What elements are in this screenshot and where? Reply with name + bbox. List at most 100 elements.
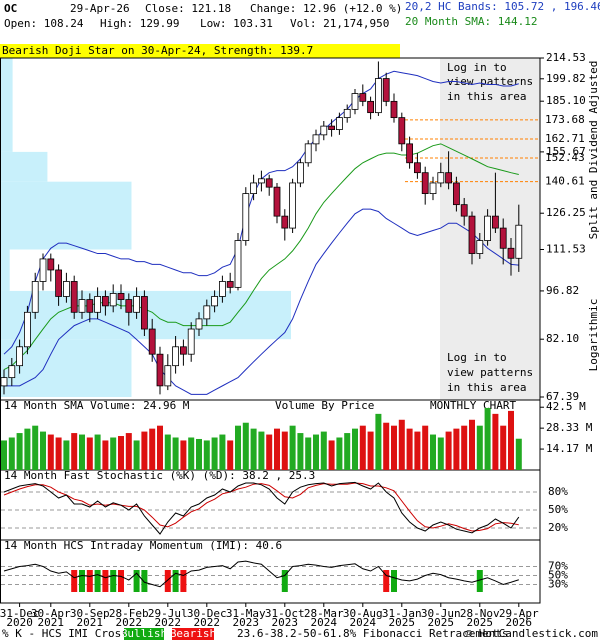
volume-bar bbox=[110, 437, 117, 470]
x-tick-label: 2020 bbox=[6, 616, 33, 629]
x-tick-label: 2022 bbox=[155, 616, 182, 629]
candle-body bbox=[328, 125, 336, 130]
copyright: © HotCandlestick.com bbox=[466, 627, 599, 640]
candle-body bbox=[281, 215, 289, 229]
change: Change: 12.96 (+12.0 %) bbox=[250, 2, 402, 15]
volume-bar bbox=[461, 425, 468, 470]
y-tick-label: 28.33 M bbox=[546, 421, 593, 434]
x-tick-label: 2023 bbox=[233, 616, 260, 629]
volume-bar bbox=[453, 428, 460, 470]
volume-bar bbox=[274, 428, 280, 470]
volume-bar bbox=[196, 438, 202, 470]
volume-bar bbox=[297, 433, 304, 470]
crossover-signal bbox=[172, 570, 179, 592]
x-tick-label: 2024 bbox=[311, 616, 338, 629]
volume-bar bbox=[414, 431, 421, 470]
candle-body bbox=[429, 182, 437, 194]
candle-body bbox=[78, 299, 86, 313]
y-tick-label: 111.53 bbox=[546, 243, 586, 256]
candle-body bbox=[257, 178, 265, 184]
volume-bar bbox=[47, 434, 54, 470]
candle-body bbox=[156, 353, 164, 387]
y-tick-label: 80% bbox=[548, 485, 568, 498]
candle-body bbox=[515, 224, 523, 259]
candle-body bbox=[359, 93, 367, 102]
volume-bar bbox=[266, 434, 273, 470]
volume-bar bbox=[133, 440, 140, 470]
fib-label: 152.43 bbox=[545, 151, 585, 164]
side-label: Logarithmic bbox=[587, 299, 600, 372]
fib-label: 23.6-38.2-50-61.8% Fibonacci Retracement… bbox=[237, 627, 509, 640]
y-tick-label: 96.82 bbox=[546, 284, 579, 297]
volume-bar bbox=[24, 428, 31, 470]
volume-bar bbox=[391, 425, 397, 470]
volume-bar bbox=[79, 434, 85, 470]
vbp-bar bbox=[1, 249, 10, 291]
crossover-signal bbox=[476, 570, 483, 592]
volume-bar bbox=[63, 440, 70, 470]
x-tick-label: 2021 bbox=[38, 616, 65, 629]
candle-body bbox=[211, 296, 219, 307]
volume-bar bbox=[188, 437, 195, 470]
candle-body bbox=[47, 258, 55, 271]
volume-bar bbox=[118, 436, 124, 470]
x-tick-label: 2026 bbox=[506, 616, 533, 629]
volume-bar bbox=[328, 440, 335, 470]
fib-label: 162.71 bbox=[545, 132, 585, 145]
vbp-bar bbox=[1, 151, 48, 182]
candle-body bbox=[242, 193, 250, 241]
candle-body bbox=[133, 296, 141, 313]
y-tick-label: 14.17 M bbox=[546, 442, 593, 455]
candle-body bbox=[234, 240, 242, 288]
y-tick-label: 82.10 bbox=[546, 332, 579, 345]
candle-body bbox=[382, 78, 390, 102]
candle-body bbox=[421, 172, 429, 194]
candle-body bbox=[398, 117, 406, 145]
x-tick-label: 2024 bbox=[350, 616, 377, 629]
candle-body bbox=[250, 182, 258, 194]
volume-bar bbox=[203, 440, 210, 470]
volume-bar bbox=[500, 425, 507, 470]
notice: view patterns bbox=[447, 75, 533, 88]
volume-bar bbox=[492, 413, 499, 470]
x-tick-label: 2025 bbox=[389, 616, 416, 629]
y-tick-label: 50% bbox=[548, 503, 568, 516]
bands-text: 20,2 HC Bands: 105.72 , 196.46 bbox=[405, 0, 600, 13]
candle-body bbox=[148, 328, 156, 355]
volume-bar bbox=[149, 428, 156, 470]
x-tick-label: 30-Apr bbox=[31, 607, 71, 620]
x-tick-label: 29-Jul bbox=[148, 607, 188, 620]
date: 29-Apr-26 bbox=[70, 2, 130, 15]
crossover-signal bbox=[281, 570, 288, 592]
crossover-signal bbox=[102, 570, 109, 592]
candle-body bbox=[367, 100, 375, 114]
volume-bar bbox=[406, 428, 413, 470]
candle-body bbox=[94, 296, 101, 313]
volume-bar bbox=[398, 419, 405, 470]
candle-body bbox=[187, 328, 195, 355]
candle-body bbox=[218, 281, 226, 297]
candle-body bbox=[179, 346, 187, 355]
volume-bar bbox=[102, 440, 109, 470]
candle-body bbox=[273, 186, 281, 217]
volume-bar bbox=[515, 438, 522, 470]
banner-bg bbox=[0, 44, 400, 58]
candle-body bbox=[0, 377, 8, 387]
volume-bar bbox=[383, 422, 390, 470]
volume-bar bbox=[219, 434, 226, 470]
x-tick-label: 2023 bbox=[272, 616, 299, 629]
volume-bar bbox=[422, 425, 429, 470]
notice: Log in to bbox=[447, 351, 507, 364]
x-tick-label: 28-Feb bbox=[109, 607, 149, 620]
candle-body bbox=[437, 172, 445, 184]
volume-bar bbox=[320, 431, 327, 470]
sma-text: 20 Month SMA: 144.12 bbox=[405, 15, 537, 28]
x-tick-label: 31-May bbox=[226, 607, 266, 620]
volume-bar bbox=[305, 437, 312, 470]
crossover-signal bbox=[94, 570, 101, 592]
candle-body bbox=[413, 162, 421, 174]
candle-body bbox=[109, 293, 117, 307]
candle-body bbox=[374, 78, 382, 114]
x-tick-label: 28-Nov bbox=[460, 607, 500, 620]
